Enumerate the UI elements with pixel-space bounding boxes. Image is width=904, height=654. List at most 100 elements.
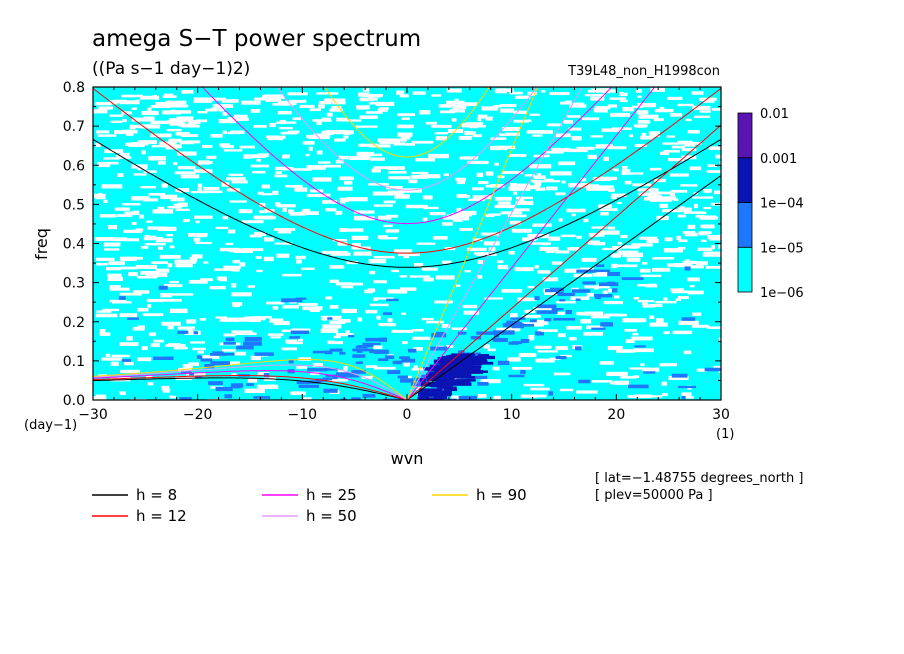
field-low-power-dash: [419, 110, 431, 115]
field-low-power-dash: [663, 331, 671, 335]
field-high-power-dash: [437, 386, 443, 390]
field-low-power-dash: [193, 237, 201, 242]
field-low-power-dash: [628, 134, 634, 138]
field-high-power-dash: [437, 357, 448, 361]
field-low-power-dash: [590, 96, 605, 101]
field-low-power-dash: [269, 318, 284, 323]
field-high-power-dash: [435, 384, 452, 387]
field-mid-power-dash: [312, 350, 330, 354]
field-low-power-dash: [537, 270, 551, 274]
field-low-power-dash: [560, 101, 571, 105]
field-low-power-dash: [595, 89, 618, 93]
field-low-power-dash: [483, 344, 490, 349]
field-low-power-dash: [711, 108, 721, 111]
field-low-power-dash: [414, 263, 424, 267]
field-low-power-dash: [692, 196, 714, 199]
field-low-power-dash: [678, 320, 699, 326]
field-mid-power-dash: [382, 398, 403, 400]
x-tick-label: 30: [712, 407, 730, 423]
field-low-power-dash: [678, 239, 688, 243]
field-low-power-dash: [160, 293, 173, 298]
dispersion-curves: [93, 87, 721, 400]
field-mid-power-dash: [215, 386, 233, 392]
field-low-power-dash: [390, 269, 400, 273]
field-high-power-dash: [423, 367, 437, 371]
field-low-power-dash: [176, 151, 197, 156]
field-low-power-dash: [659, 151, 670, 156]
field-low-power-dash: [121, 129, 138, 134]
colorbar-label: 0.01: [760, 107, 789, 122]
field-low-power-dash: [429, 212, 446, 216]
field-low-power-dash: [152, 209, 174, 214]
field-low-power-dash: [529, 113, 540, 116]
field-low-power-dash: [396, 124, 415, 129]
field-low-power-dash: [485, 171, 494, 176]
field-low-power-dash: [357, 317, 363, 322]
field-low-power-dash: [247, 285, 256, 288]
field-low-power-dash: [707, 164, 717, 168]
field-low-power-dash: [292, 117, 301, 121]
field-low-power-dash: [110, 100, 117, 105]
field-low-power-dash: [365, 365, 378, 368]
field-low-power-dash: [102, 308, 120, 312]
field-low-power-dash: [309, 309, 320, 313]
field-low-power-dash: [244, 316, 266, 321]
field-low-power-dash: [656, 215, 669, 221]
field-low-power-dash: [544, 179, 554, 183]
field-low-power-dash: [632, 183, 652, 187]
field-low-power-dash: [222, 112, 228, 116]
field-low-power-dash: [387, 289, 408, 294]
field-low-power-dash: [551, 261, 563, 265]
field-low-power-dash: [335, 210, 343, 215]
field-low-power-dash: [576, 311, 589, 316]
field-low-power-dash: [695, 215, 705, 218]
field-mid-power-dash: [392, 360, 402, 365]
field-high-power-dash: [419, 391, 430, 394]
field-low-power-dash: [497, 175, 505, 179]
field-low-power-dash: [333, 335, 341, 339]
field-high-power-dash: [451, 353, 469, 357]
field-mid-power-dash: [535, 332, 545, 336]
field-low-power-dash: [119, 266, 138, 270]
legend-label: h = 25: [306, 486, 357, 504]
field-low-power-dash: [601, 128, 621, 132]
field-low-power-dash: [524, 324, 544, 327]
field-low-power-dash: [522, 314, 541, 318]
field-low-power-dash: [353, 210, 375, 214]
field-low-power-dash: [388, 176, 411, 180]
field-low-power-dash: [278, 127, 293, 130]
field-low-power-dash: [412, 347, 423, 351]
field-low-power-dash: [529, 242, 551, 245]
field-low-power-dash: [637, 120, 651, 124]
field-mid-power-dash: [254, 352, 274, 356]
field-low-power-dash: [484, 297, 503, 300]
field-low-power-dash: [690, 290, 704, 295]
field-mid-power-dash: [548, 391, 554, 396]
field-low-power-dash: [687, 130, 700, 134]
field-low-power-dash: [683, 211, 703, 214]
field-low-power-dash: [232, 259, 241, 264]
field-low-power-dash: [329, 305, 339, 309]
field-low-power-dash: [435, 136, 447, 141]
field-mid-power-dash: [520, 338, 529, 344]
field-low-power-dash: [373, 366, 396, 370]
field-low-power-dash: [201, 355, 220, 359]
field-low-power-dash: [674, 263, 693, 268]
field-low-power-dash: [434, 300, 453, 304]
field-mid-power-dash: [307, 368, 328, 372]
field-low-power-dash: [329, 279, 339, 283]
field-low-power-dash: [584, 285, 600, 289]
field-low-power-dash: [324, 98, 346, 103]
field-low-power-dash: [501, 170, 523, 174]
field-low-power-dash: [420, 174, 441, 179]
field-low-power-dash: [604, 313, 623, 317]
field-mid-power-dash: [435, 331, 445, 335]
field-low-power-dash: [171, 293, 194, 296]
field-low-power-dash: [331, 105, 342, 110]
field-low-power-dash: [203, 261, 209, 264]
field-low-power-dash: [148, 235, 157, 238]
field-mid-power-dash: [290, 330, 310, 334]
field-low-power-dash: [161, 298, 182, 302]
field-high-power-dash: [459, 358, 474, 363]
field-low-power-dash: [566, 208, 586, 213]
